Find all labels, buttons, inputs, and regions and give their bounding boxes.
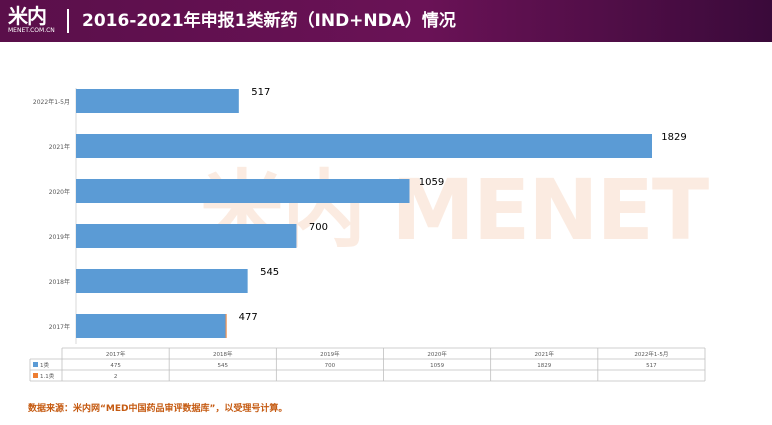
bar-class1 [76, 134, 652, 158]
data-label: 1829 [661, 132, 686, 143]
category-label: 2022年1-5月 [33, 98, 70, 106]
bar-class1-1 [225, 314, 227, 338]
category-label: 2020年 [49, 188, 70, 196]
data-label: 700 [309, 222, 328, 233]
table-header-cell: 2021年 [535, 350, 555, 358]
logo-domain: MENET.COM.CN [8, 27, 55, 34]
data-label: 517 [251, 87, 270, 98]
table-value-cell: 545 [218, 363, 229, 369]
bar-class1 [76, 314, 226, 338]
category-label: 2019年 [49, 233, 70, 241]
bar-class1 [76, 89, 239, 113]
table-value-cell: 700 [325, 363, 336, 369]
table-header-cell: 2022年1-5月 [634, 350, 668, 358]
bar-class1 [76, 179, 410, 203]
table-header-cell: 2017年 [106, 350, 126, 358]
header-separator [67, 9, 69, 33]
legend-label: 1.1类 [40, 372, 55, 380]
table-value-cell: 475 [110, 363, 121, 369]
menet-logo[interactable]: 米内 MENET.COM.CN [8, 5, 56, 37]
legend-swatch [33, 362, 38, 367]
data-label: 545 [260, 267, 279, 278]
table-value-cell: 1829 [537, 363, 551, 369]
logo-text: 米内 [8, 4, 47, 28]
page-title: 2016-2021年申报1类新药（IND+NDA）情况 [82, 11, 456, 31]
table-header-cell: 2020年 [427, 350, 447, 358]
category-label: 2018年 [49, 278, 70, 286]
bar-class1 [76, 269, 248, 293]
table-value-cell: 2 [114, 374, 118, 380]
category-label: 2017年 [49, 323, 70, 331]
table-header-cell: 2019年 [320, 350, 340, 358]
table-header-cell: 2018年 [213, 350, 233, 358]
category-label: 2021年 [49, 143, 70, 151]
header-bar: 米内 MENET.COM.CN 2016-2021年申报1类新药（IND+NDA… [0, 0, 772, 42]
data-label: 477 [239, 312, 258, 323]
bar-class1 [76, 224, 297, 248]
source-note: 数据来源：米内网“MED中国药品审评数据库”，以受理号计算。 [28, 404, 288, 414]
table-value-cell: 517 [646, 363, 657, 369]
data-label: 1059 [419, 177, 444, 188]
legend-swatch [33, 373, 38, 378]
table-value-cell: 1059 [430, 363, 444, 369]
legend-label: 1类 [40, 361, 49, 369]
